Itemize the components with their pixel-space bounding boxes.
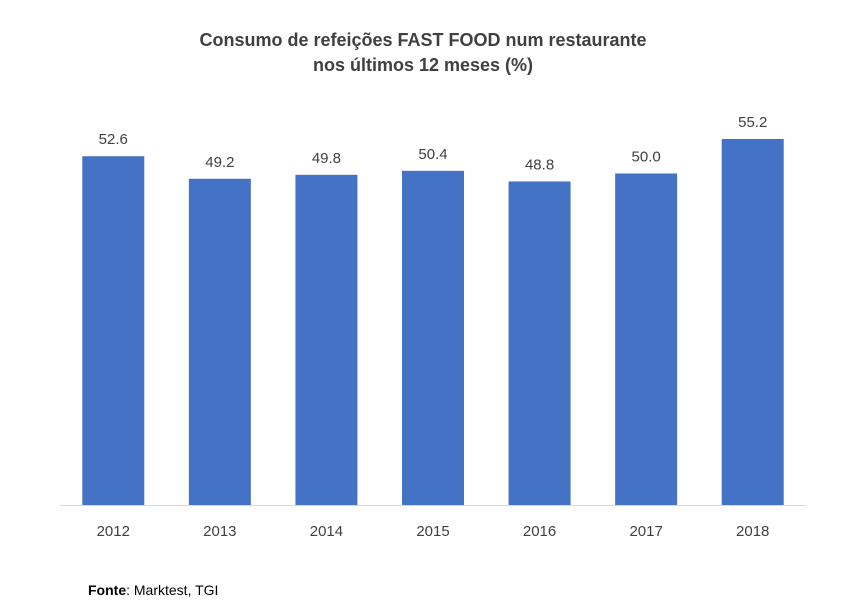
value-label-2016: 48.8 — [525, 156, 554, 173]
x-tick-label-2015: 2015 — [416, 523, 449, 540]
x-tick-label-2012: 2012 — [97, 523, 130, 540]
x-tick-label-2014: 2014 — [310, 523, 343, 540]
value-label-2013: 49.2 — [205, 154, 234, 171]
value-label-2017: 50.0 — [632, 148, 661, 165]
x-tick-label-2013: 2013 — [203, 523, 236, 540]
bar-2017 — [615, 173, 678, 505]
x-tick-label-2018: 2018 — [736, 523, 769, 540]
source-text: : Marktest, TGI — [126, 582, 219, 598]
x-axis-tick-labels: 2012 2013 2014 2015 2016 2017 2018 — [97, 523, 770, 540]
chart-title: Consumo de refeições FAST FOOD num resta… — [0, 28, 846, 78]
bar-2013 — [188, 178, 251, 506]
chart-title-line-2: nos últimos 12 meses (%) — [312, 55, 534, 75]
chart-title-line-1: Consumo de refeições FAST FOOD num resta… — [199, 30, 647, 50]
bar-2018 — [721, 139, 784, 505]
bar-2016 — [508, 181, 571, 505]
x-tick-label-2016: 2016 — [523, 523, 556, 540]
value-label-2012: 52.6 — [99, 131, 128, 148]
value-label-2014: 49.8 — [312, 150, 341, 167]
value-label-2015: 50.4 — [418, 146, 447, 163]
source-label: Fonte — [88, 582, 127, 598]
bar-2014 — [295, 174, 358, 505]
bar-2015 — [402, 170, 464, 505]
source-note: Fonte: Marktest, TGI — [88, 582, 218, 598]
x-tick-label-2017: 2017 — [629, 523, 662, 540]
bars-group — [82, 139, 784, 506]
value-label-2018: 55.2 — [738, 114, 767, 131]
value-labels-group: 52.6 49.2 49.8 50.4 48.8 50.0 55.2 — [99, 114, 768, 173]
bar-2012 — [82, 156, 145, 505]
